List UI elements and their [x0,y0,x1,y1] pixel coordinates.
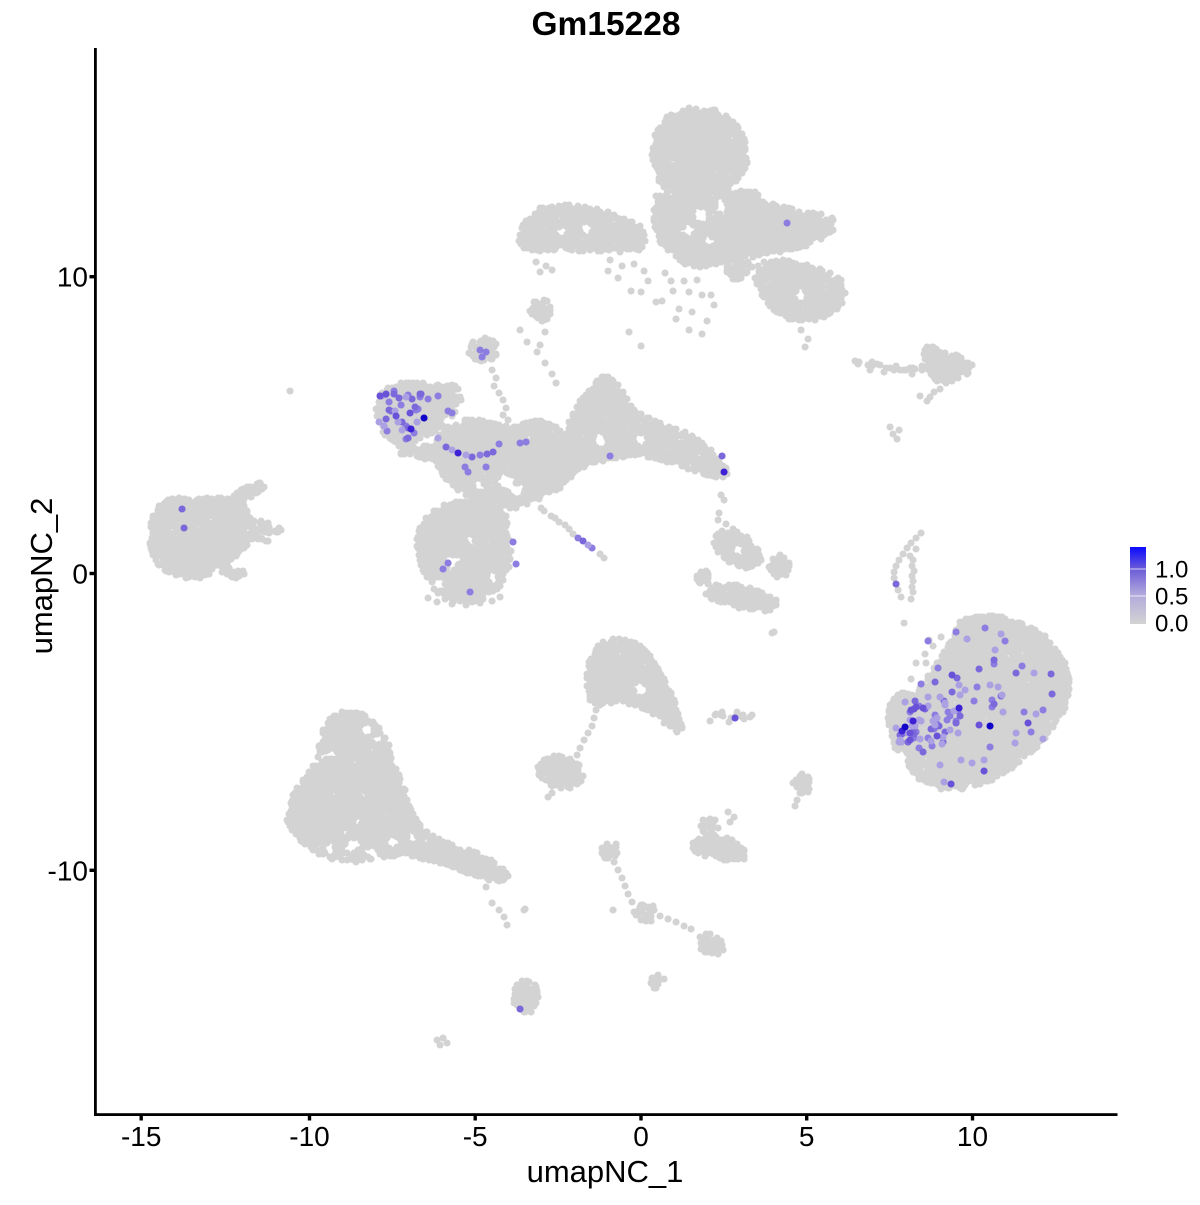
svg-text:1.0: 1.0 [1155,557,1188,584]
svg-text:Gm15228: Gm15228 [532,6,681,43]
svg-text:-5: -5 [463,1121,488,1152]
svg-text:-15: -15 [121,1121,161,1152]
svg-text:5: 5 [799,1121,815,1152]
svg-text:0: 0 [72,559,88,590]
svg-text:10: 10 [957,1121,988,1152]
svg-text:10: 10 [57,262,88,293]
svg-text:umapNC_2: umapNC_2 [24,498,59,655]
svg-text:-10: -10 [289,1121,329,1152]
svg-text:0.5: 0.5 [1155,584,1188,611]
svg-text:umapNC_1: umapNC_1 [527,1154,684,1189]
svg-text:-10: -10 [48,855,88,886]
svg-text:0: 0 [633,1121,649,1152]
svg-text:0.0: 0.0 [1155,611,1188,638]
